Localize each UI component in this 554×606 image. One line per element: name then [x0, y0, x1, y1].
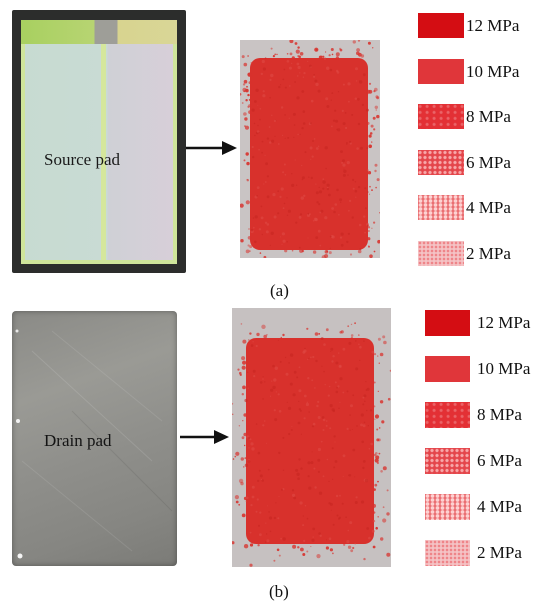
legend-swatch [418, 149, 464, 175]
source-pad-photo [12, 10, 186, 273]
caption-b: (b) [269, 582, 289, 601]
legend-swatch [418, 195, 464, 220]
right-arrow-icon [180, 430, 229, 444]
source-pad-label: Source pad [44, 150, 121, 169]
legend-swatch [425, 356, 470, 382]
legend-swatch [425, 540, 470, 566]
legend-swatch [425, 494, 470, 520]
legend-label: 2 MPa [477, 543, 522, 562]
drain-pad-photo [12, 311, 177, 566]
pressure-film-imprint-drain [232, 308, 391, 567]
legend-label: 6 MPa [477, 451, 522, 470]
pressure-film-imprint-source [240, 40, 380, 258]
right-arrow-icon [186, 141, 237, 155]
caption-a: (a) [270, 281, 289, 300]
legend-label: 12 MPa [477, 313, 531, 332]
legend-swatch [425, 310, 470, 336]
legend-label: 6 MPa [466, 152, 511, 172]
legend-label: 10 MPa [477, 359, 531, 378]
legend-label: 12 MPa [466, 16, 520, 35]
legend-swatch [418, 104, 464, 129]
legend-swatch [425, 448, 470, 474]
legend-label: 2 MPa [466, 243, 511, 263]
legend-swatch [418, 13, 464, 38]
legend-label: 4 MPa [477, 497, 522, 516]
legend-swatch [425, 402, 470, 428]
drain-pad-label: Drain pad [44, 431, 112, 450]
legend-label: 4 MPa [466, 198, 511, 217]
legend-label: 8 MPa [466, 107, 511, 126]
figure-part-b: Drain pad 12 MPa 10 MPa 8 MPa 6 MPa 4 MP… [0, 305, 554, 606]
legend-label: 8 MPa [477, 405, 522, 424]
legend-label: 10 MPa [466, 61, 520, 81]
figure-part-a: Source pad 12 MPa 10 MPa 8 MPa 6 MPa 4 M… [12, 10, 520, 300]
legend-swatch [418, 240, 464, 266]
legend-swatch [418, 58, 464, 84]
